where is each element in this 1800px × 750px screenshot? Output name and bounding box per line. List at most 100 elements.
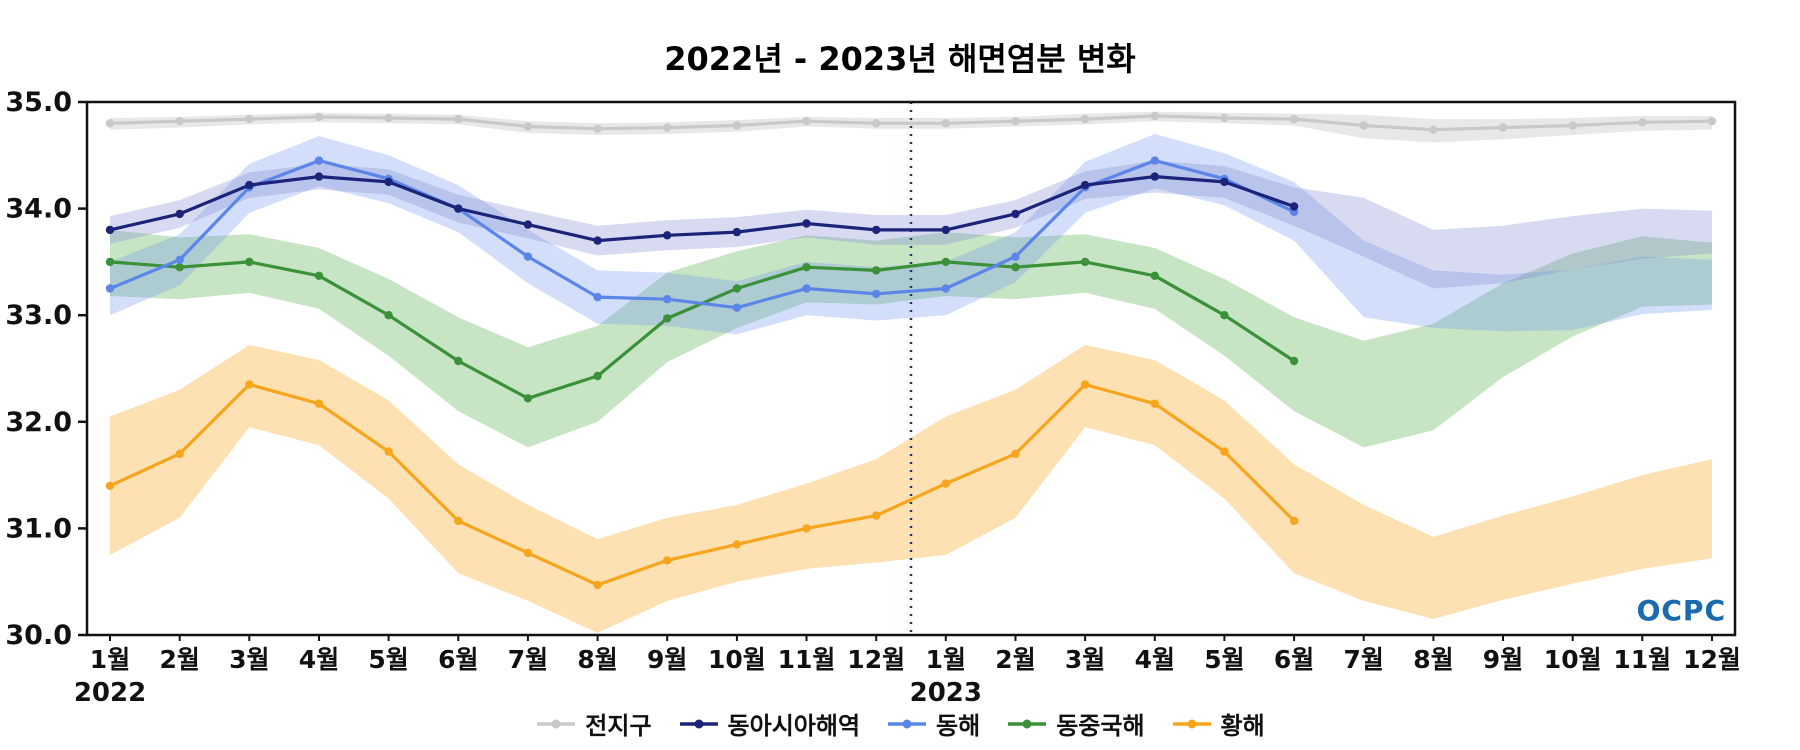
legend-marker-east-sea xyxy=(888,719,927,728)
point-yellow-sea xyxy=(1150,399,1160,408)
x-tick-label: 10월 xyxy=(708,645,766,674)
x-tick-label: 1월 xyxy=(90,645,130,674)
band-yellow-sea xyxy=(110,345,1712,633)
point-east-china-sea xyxy=(105,257,115,267)
point-yellow-sea xyxy=(245,380,254,389)
x-tick-label: 11월 xyxy=(1613,645,1671,674)
legend-marker-east-china-sea xyxy=(1008,719,1047,728)
x-tick-label: 5월 xyxy=(1204,645,1244,674)
point-east-sea xyxy=(314,156,324,165)
legend-item-east-china-sea: 동중국해 xyxy=(1006,706,1145,741)
point-yellow-sea xyxy=(1220,447,1229,456)
legend-label: 전지구 xyxy=(585,712,652,740)
legend: 전지구 동아시아해역 동해 동중국해 황해 xyxy=(0,706,1800,741)
legend-label: 황해 xyxy=(1220,712,1265,740)
point-east-sea xyxy=(663,295,672,304)
legend-marker-yellow-sea xyxy=(1172,719,1211,728)
point-yellow-sea xyxy=(175,449,184,458)
line-global xyxy=(108,114,1714,132)
point-east-sea xyxy=(941,284,950,293)
point-global xyxy=(1707,117,1717,126)
point-global xyxy=(1429,125,1438,134)
ocpc-logo: OCPC xyxy=(1636,594,1726,627)
y-tick-label: 35.0 xyxy=(5,87,72,118)
point-east-asia xyxy=(105,225,115,235)
point-yellow-sea xyxy=(1289,516,1299,526)
band-east-china-sea xyxy=(110,229,1712,448)
point-global xyxy=(245,114,254,124)
point-east-sea xyxy=(1150,156,1160,165)
band-east-asia xyxy=(110,160,1712,289)
point-yellow-sea xyxy=(384,447,393,456)
point-east-sea xyxy=(593,292,602,302)
point-yellow-sea xyxy=(523,548,533,558)
point-global xyxy=(454,114,463,124)
point-east-asia xyxy=(941,225,950,235)
point-east-sea xyxy=(523,252,533,261)
x-tick-label: 7월 xyxy=(508,645,548,674)
y-tick-label: 32.0 xyxy=(5,407,72,438)
point-yellow-sea xyxy=(802,524,811,533)
point-yellow-sea xyxy=(663,556,672,565)
point-east-asia xyxy=(1011,209,1020,219)
point-east-china-sea xyxy=(1220,311,1229,320)
point-global xyxy=(593,124,602,133)
point-east-asia xyxy=(314,172,324,181)
x-tick-label: 4월 xyxy=(1135,645,1175,674)
point-east-china-sea xyxy=(872,266,881,275)
point-yellow-sea xyxy=(593,580,602,590)
x-tick-label: 2월 xyxy=(159,645,199,674)
point-yellow-sea xyxy=(872,511,881,520)
x-tick-label: 7월 xyxy=(1343,645,1383,674)
y-tick-label: 34.0 xyxy=(5,194,72,225)
chart-title: 2022년 - 2023년 해면염분 변화 xyxy=(664,40,1136,78)
legend-marker-global xyxy=(537,719,576,728)
point-east-asia xyxy=(1080,180,1090,190)
point-yellow-sea xyxy=(105,481,115,490)
point-east-china-sea xyxy=(314,271,324,280)
point-east-china-sea xyxy=(454,356,463,366)
point-global xyxy=(105,119,115,128)
point-east-china-sea xyxy=(523,394,533,403)
point-east-sea xyxy=(732,303,742,312)
point-east-sea xyxy=(872,289,881,299)
x-tick-label: 6월 xyxy=(1274,645,1314,674)
point-east-asia xyxy=(384,177,393,187)
x-tick-label: 1월 xyxy=(926,645,966,674)
point-east-asia xyxy=(245,180,254,190)
point-east-sea xyxy=(105,284,115,293)
point-yellow-sea xyxy=(941,479,950,488)
point-east-china-sea xyxy=(1080,257,1090,267)
point-east-china-sea xyxy=(1289,356,1299,366)
legend-item-yellow-sea: 황해 xyxy=(1171,706,1265,741)
point-east-china-sea xyxy=(1011,263,1020,272)
y-tick-label: 33.0 xyxy=(5,300,72,331)
point-global xyxy=(384,113,393,123)
point-global xyxy=(1568,121,1577,130)
point-global xyxy=(1638,118,1647,127)
x-tick-label: 5월 xyxy=(368,645,408,674)
point-east-asia xyxy=(872,225,881,235)
line-east-asia xyxy=(108,175,1296,243)
point-global xyxy=(1220,113,1229,123)
x-tick-label: 3월 xyxy=(229,645,269,674)
year-label: 2022 xyxy=(74,678,146,708)
point-global xyxy=(1289,114,1299,124)
point-east-china-sea xyxy=(732,284,742,293)
point-east-china-sea xyxy=(802,263,811,272)
point-east-asia xyxy=(732,227,742,237)
legend-marker-east-asia xyxy=(679,719,718,728)
point-global xyxy=(1359,121,1368,130)
point-east-asia xyxy=(802,219,811,228)
point-east-asia xyxy=(663,231,672,240)
x-tick-label: 4월 xyxy=(299,645,339,674)
x-tick-label: 6월 xyxy=(438,645,478,674)
point-yellow-sea xyxy=(1011,449,1020,458)
point-east-asia xyxy=(593,236,602,245)
plot-frame xyxy=(85,100,1737,637)
x-tick-label: 3월 xyxy=(1065,645,1105,674)
legend-label: 동해 xyxy=(936,712,981,740)
point-east-sea xyxy=(175,255,184,264)
x-tick-label: 12월 xyxy=(1683,645,1741,674)
point-global xyxy=(872,119,881,128)
